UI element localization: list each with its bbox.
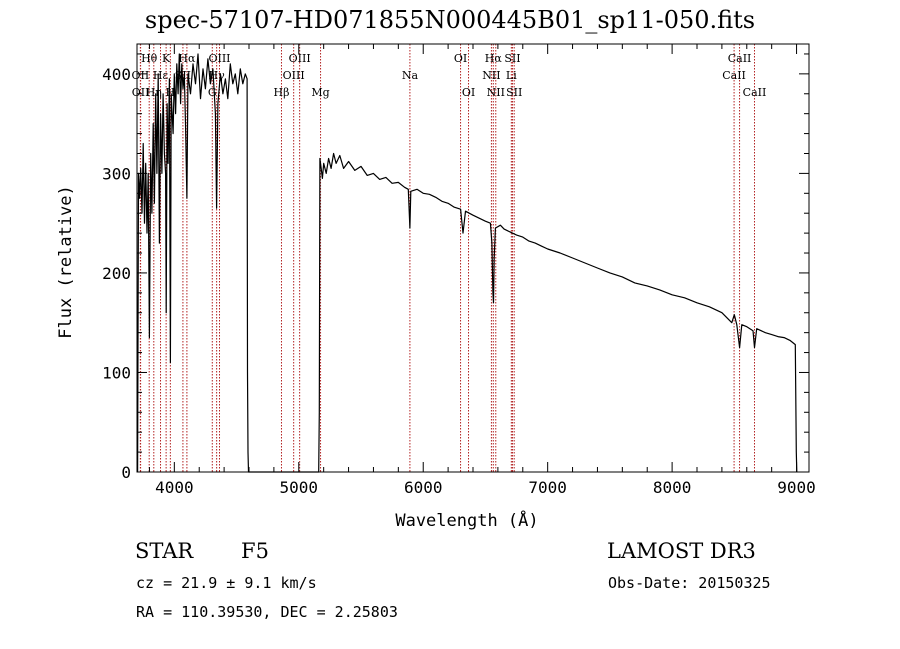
x-axis-label: Wavelength (Å): [395, 511, 539, 531]
y-tick-label: 300: [102, 164, 131, 183]
line-marker-label: H: [166, 86, 176, 99]
axis-ticks: 4000 5000 6000 7000 8000 9000 0 100 200 300 400: [102, 44, 816, 497]
x-tick-label: 4000: [155, 478, 194, 497]
plot-frame-rect: [136, 43, 810, 473]
x-tick-label: 8000: [653, 478, 692, 497]
line-marker-label: Na: [402, 69, 419, 82]
y-axis-label: Flux (relative): [56, 185, 76, 339]
line-marker-label: OII: [132, 86, 150, 99]
line-marker-label: G: [208, 86, 217, 99]
chart-title: spec-57107-HD071855N000445B01_sp11-050.f…: [144, 6, 756, 34]
line-marker-label: SII: [175, 69, 191, 82]
line-marker-label: Hθ: [141, 52, 158, 65]
y-tick-label: 400: [102, 65, 131, 84]
line-marker-label: OI: [454, 52, 467, 65]
x-tick-label: 5000: [280, 478, 319, 497]
line-marker-label: Hη: [146, 86, 162, 99]
line-marker-label: Hα: [178, 52, 196, 65]
x-tick-label: 9000: [777, 478, 816, 497]
coordinates-line: RA = 110.39530, DEC = 2.25803: [136, 603, 398, 621]
line-marker-label: OIII: [283, 69, 305, 82]
spectrum-series: [137, 53, 798, 473]
x-tick-label: 6000: [404, 478, 443, 497]
object-class: STAR: [135, 539, 194, 563]
line-marker-label: CaII: [743, 86, 767, 99]
redshift-line: cz = 21.9 ± 9.1 km/s: [136, 574, 317, 592]
y-tick-label: 200: [102, 264, 131, 283]
line-marker-label: Hα: [485, 52, 503, 65]
line-marker-label: CaII: [728, 52, 752, 65]
line-marker-label: SII: [506, 86, 522, 99]
x-tick-label: 7000: [528, 478, 567, 497]
line-marker-label: OIII: [289, 52, 311, 65]
plot-frame: [136, 43, 810, 473]
line-marker-label: Hε: [153, 69, 169, 82]
line-marker-label: OII: [132, 69, 150, 82]
line-marker-label: NII: [482, 69, 500, 82]
survey-name: LAMOST DR3: [607, 539, 756, 563]
line-marker-label: OIII: [208, 52, 230, 65]
line-marker-label: Hγ: [209, 69, 226, 82]
observation-date: Obs-Date: 20150325: [608, 574, 771, 592]
line-marker-label: Li: [506, 69, 517, 82]
line-marker-label: OI: [462, 86, 475, 99]
y-tick-label: 0: [121, 463, 131, 482]
spectrum-line: [137, 53, 798, 473]
y-tick-label: 100: [102, 363, 131, 382]
line-marker-label: Mg: [311, 86, 329, 99]
line-marker-label: Hβ: [274, 86, 290, 99]
line-marker-label: K: [162, 52, 171, 65]
line-marker-label: SII: [504, 52, 520, 65]
line-marker-label: NII: [487, 86, 505, 99]
object-subclass: F5: [241, 539, 269, 563]
line-markers: [139, 44, 755, 472]
line-marker-label: CaII: [722, 69, 746, 82]
